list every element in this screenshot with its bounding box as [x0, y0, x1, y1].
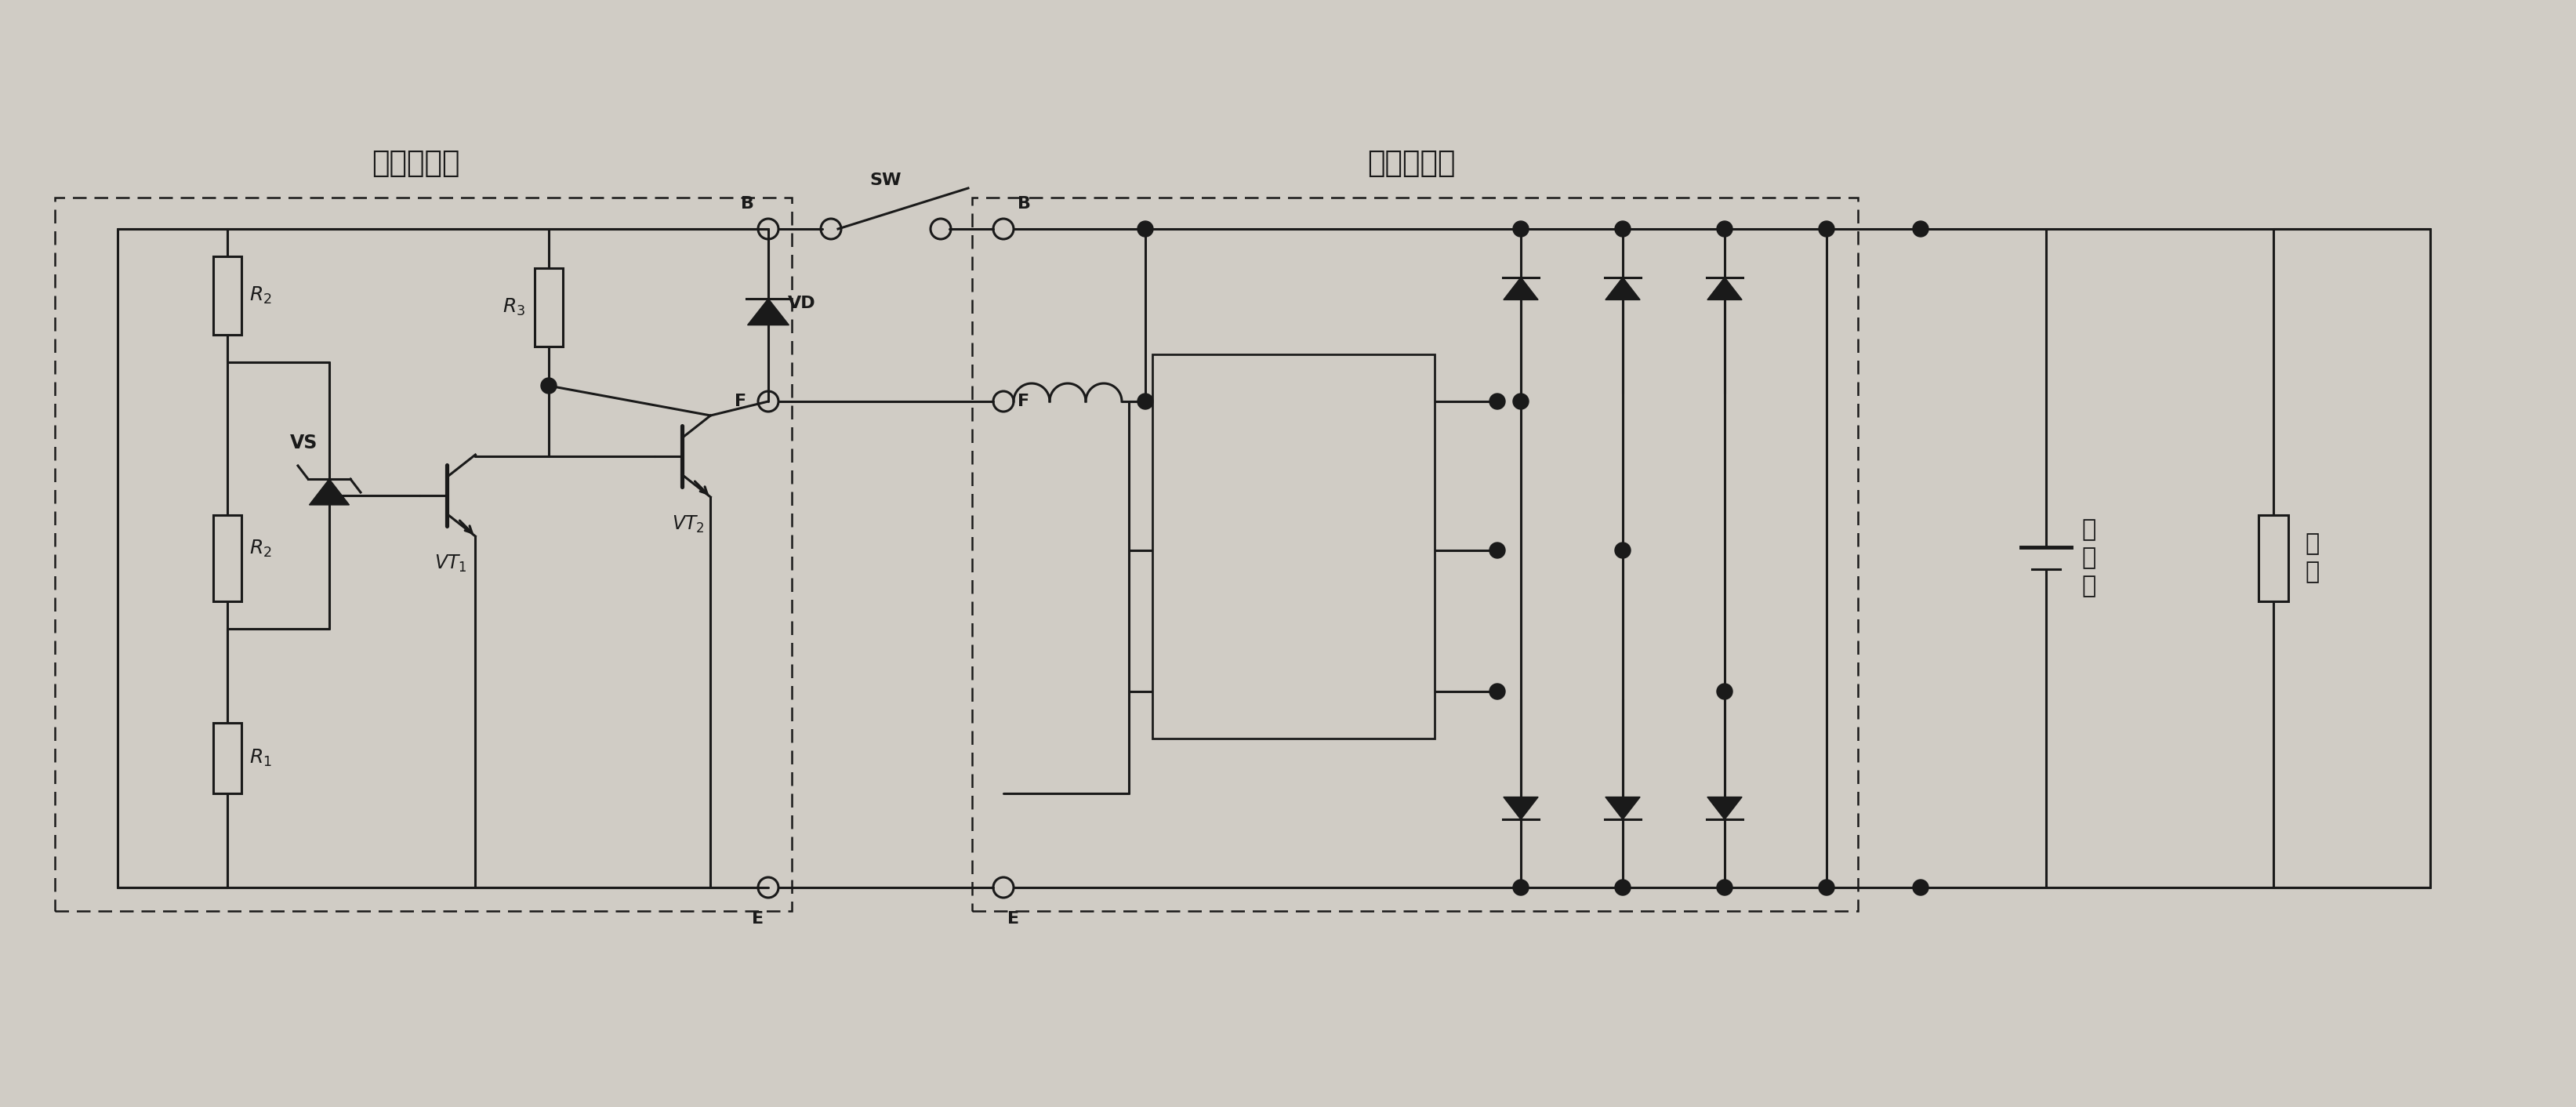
- Text: SW: SW: [871, 173, 902, 188]
- Circle shape: [1914, 221, 1929, 237]
- Text: F: F: [1018, 394, 1030, 410]
- Text: $R_2$: $R_2$: [250, 286, 273, 306]
- Circle shape: [541, 377, 556, 394]
- Text: $R_3$: $R_3$: [502, 297, 526, 318]
- Text: VS: VS: [289, 434, 317, 453]
- Circle shape: [1512, 394, 1528, 410]
- Polygon shape: [747, 299, 788, 325]
- Circle shape: [1914, 880, 1929, 896]
- Bar: [214, 723, 242, 794]
- Text: VD: VD: [788, 296, 817, 311]
- Text: $VT_2$: $VT_2$: [672, 515, 706, 535]
- Circle shape: [1819, 880, 1834, 896]
- Circle shape: [1615, 221, 1631, 237]
- Polygon shape: [309, 479, 350, 505]
- Bar: [214, 257, 242, 334]
- Text: 蓄
电
池: 蓄 电 池: [2081, 519, 2097, 598]
- Bar: [2259, 515, 2287, 601]
- Polygon shape: [1708, 797, 1741, 819]
- Circle shape: [1716, 684, 1734, 700]
- Circle shape: [1819, 221, 1834, 237]
- Circle shape: [1512, 880, 1528, 896]
- Circle shape: [1615, 880, 1631, 896]
- Circle shape: [1489, 542, 1504, 558]
- Polygon shape: [1708, 278, 1741, 300]
- Text: B: B: [1018, 196, 1030, 211]
- Text: E: E: [752, 911, 765, 927]
- Polygon shape: [1605, 278, 1641, 300]
- Bar: [214, 515, 242, 601]
- Text: $R_2$: $R_2$: [250, 538, 273, 559]
- Bar: [1151, 354, 1435, 738]
- Circle shape: [1512, 221, 1528, 237]
- Polygon shape: [1504, 278, 1538, 300]
- Bar: [536, 268, 564, 346]
- Circle shape: [1139, 394, 1154, 410]
- Text: E: E: [1007, 911, 1020, 927]
- Circle shape: [1139, 221, 1154, 237]
- Polygon shape: [1504, 797, 1538, 819]
- Text: 电压调节器: 电压调节器: [371, 149, 459, 178]
- Circle shape: [1615, 542, 1631, 558]
- Text: $VT_1$: $VT_1$: [435, 554, 466, 575]
- Circle shape: [1489, 394, 1504, 410]
- Circle shape: [1716, 880, 1734, 896]
- Text: $R_1$: $R_1$: [250, 748, 273, 768]
- Text: F: F: [734, 394, 747, 410]
- Text: 负
载: 负 载: [2306, 532, 2318, 583]
- Text: B: B: [742, 196, 755, 211]
- Text: 交流发电机: 交流发电机: [1368, 149, 1455, 178]
- Circle shape: [1716, 221, 1734, 237]
- Polygon shape: [1605, 797, 1641, 819]
- Circle shape: [1489, 684, 1504, 700]
